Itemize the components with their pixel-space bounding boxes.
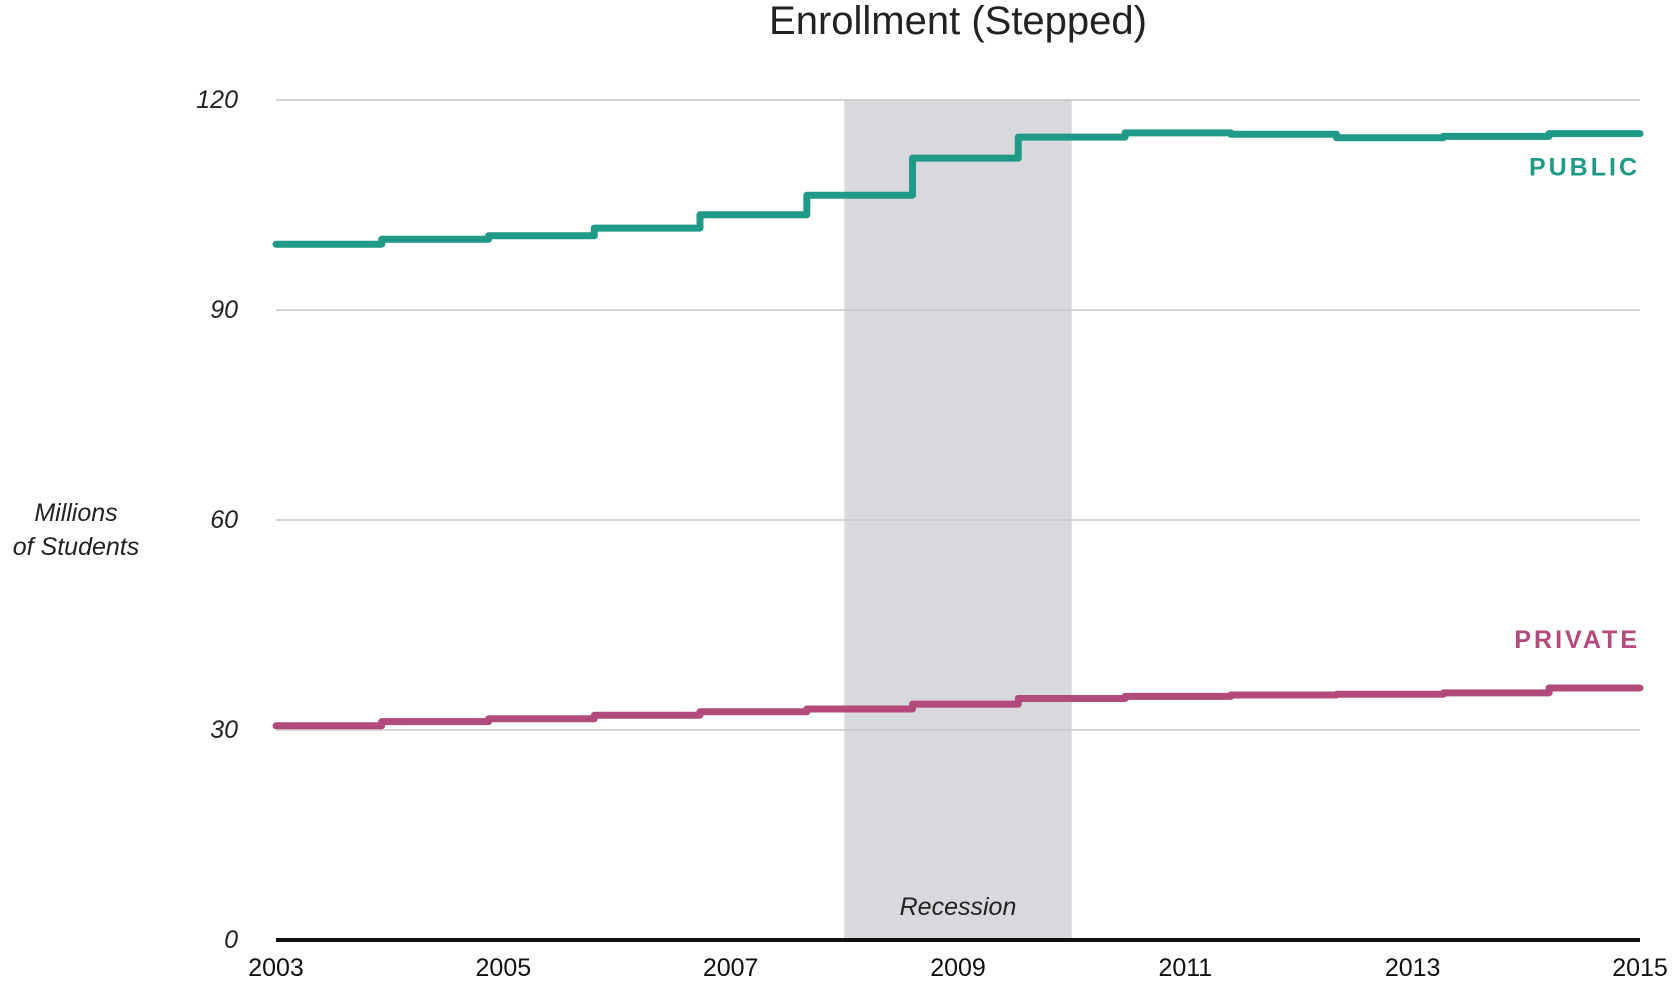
label-layer: Recession 0 30 60 90 120 2003 2005 2007 2009 2011 2… — [196, 86, 1668, 982]
x-tick-label: 2003 — [248, 954, 304, 982]
x-tick-label: 2011 — [1158, 954, 1212, 982]
series-line-public — [272, 129, 1644, 248]
y-axis-label-line-2: of Students — [13, 533, 139, 561]
y-tick-label: 90 — [210, 296, 238, 324]
x-tick-label: 2007 — [703, 954, 759, 982]
series-line-private — [272, 684, 1644, 730]
y-tick-label: 60 — [210, 506, 238, 534]
recession-label: Recession — [900, 893, 1017, 921]
chart-title: Enrollment (Stepped) — [769, 0, 1147, 43]
y-axis-label-line-1: Millions — [34, 499, 117, 527]
grid-layer — [276, 99, 1640, 731]
y-tick-label: 0 — [224, 926, 238, 954]
x-tick-label: 2013 — [1385, 954, 1441, 982]
x-tick-label: 2009 — [930, 954, 986, 982]
y-tick-label: 30 — [210, 716, 238, 744]
series-label-public: PUBLIC — [1529, 154, 1640, 182]
y-tick-label: 120 — [196, 86, 238, 114]
series-layer — [272, 129, 1644, 730]
x-tick-label: 2015 — [1612, 954, 1668, 982]
series-label-private: PRIVATE — [1514, 626, 1640, 654]
x-tick-label: 2005 — [476, 954, 532, 982]
